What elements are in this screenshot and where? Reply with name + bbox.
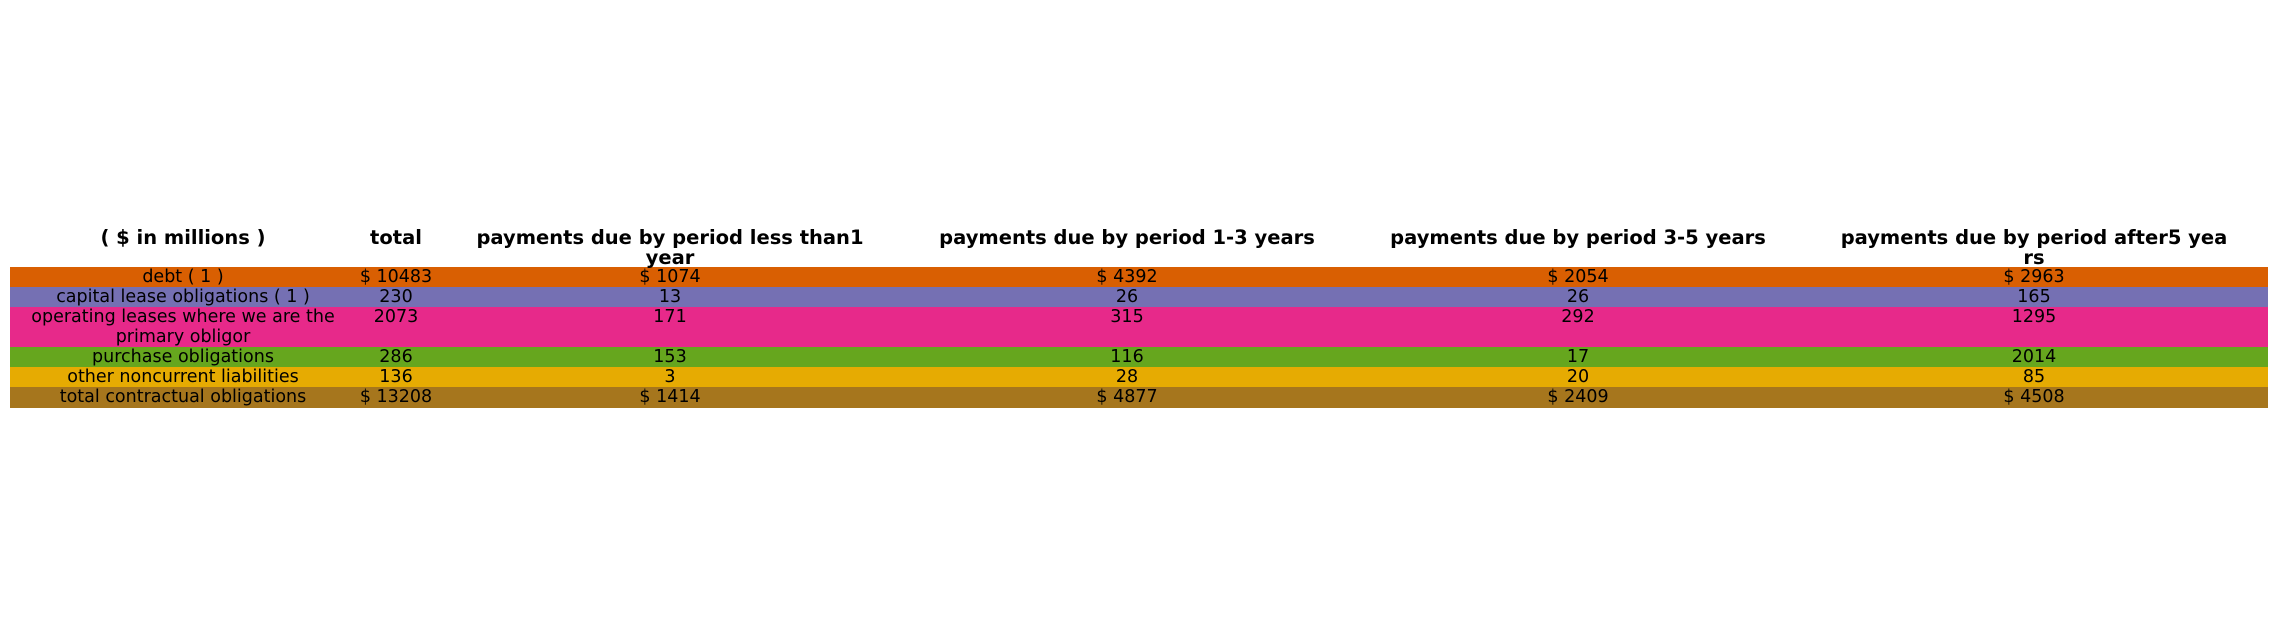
table-cell: 2014 (2012, 347, 2057, 367)
table-cell: 153 (653, 347, 686, 367)
table-cell: 20 (1567, 367, 1589, 387)
row-band (10, 287, 2268, 307)
column-header: payments due by period 1-3 years (939, 226, 1315, 249)
column-header: payments due by period 3-5 years (1390, 226, 1766, 249)
column-header: payments due by period less than1 (476, 226, 863, 249)
table-cell: $ 4392 (1096, 267, 1157, 287)
row-label: total contractual obligations (60, 387, 307, 407)
table-cell: 1295 (2012, 307, 2057, 327)
table-cell: 17 (1567, 347, 1589, 367)
table-cell: $ 10483 (360, 267, 432, 287)
row-band (10, 307, 2268, 347)
table-cell: 28 (1116, 367, 1138, 387)
column-header: payments due by period after5 yea (1841, 226, 2228, 249)
table-cell: 2073 (374, 307, 419, 327)
table-cell: 85 (2023, 367, 2045, 387)
table-cell: $ 4508 (2003, 387, 2064, 407)
table-cell: 230 (379, 287, 412, 307)
table-cell: 13 (659, 287, 681, 307)
table-cell: $ 2409 (1547, 387, 1608, 407)
table-cell: $ 1074 (639, 267, 700, 287)
table-header: ( $ in millions ) total payments due by pe… (100, 226, 2227, 269)
row-label: primary obligor (116, 327, 251, 347)
table-cell: 292 (1561, 307, 1594, 327)
table-cell: 116 (1110, 347, 1143, 367)
row-band (10, 267, 2268, 287)
row-bands (10, 267, 2268, 408)
column-header: year (646, 246, 695, 269)
row-label: operating leases where we are the (31, 307, 334, 327)
row-label: capital lease obligations ( 1 ) (56, 287, 310, 307)
table-cell: 26 (1116, 287, 1138, 307)
table-body: debt ( 1 ) $ 10483 $ 1074 $ 4392 $ 2054 $ 296… (31, 267, 2064, 407)
row-band (10, 347, 2268, 367)
table-cell: 165 (2017, 287, 2050, 307)
row-label: purchase obligations (92, 347, 274, 367)
column-header: ( $ in millions ) (100, 226, 265, 249)
row-label: other noncurrent liabilities (67, 367, 299, 387)
table-cell: $ 13208 (360, 387, 432, 407)
table-cell: 26 (1567, 287, 1589, 307)
table-cell: 136 (379, 367, 412, 387)
table-cell: $ 2963 (2003, 267, 2064, 287)
table-cell: $ 2054 (1547, 267, 1608, 287)
column-header: rs (2023, 246, 2044, 269)
table-cell: $ 4877 (1096, 387, 1157, 407)
row-label: debt ( 1 ) (142, 267, 223, 287)
column-header: total (370, 226, 422, 249)
table-cell: 3 (664, 367, 675, 387)
row-band (10, 387, 2268, 408)
table-cell: 286 (379, 347, 412, 367)
table-cell: 171 (653, 307, 686, 327)
table-cell: 315 (1110, 307, 1143, 327)
row-band (10, 367, 2268, 387)
table-cell: $ 1414 (639, 387, 700, 407)
